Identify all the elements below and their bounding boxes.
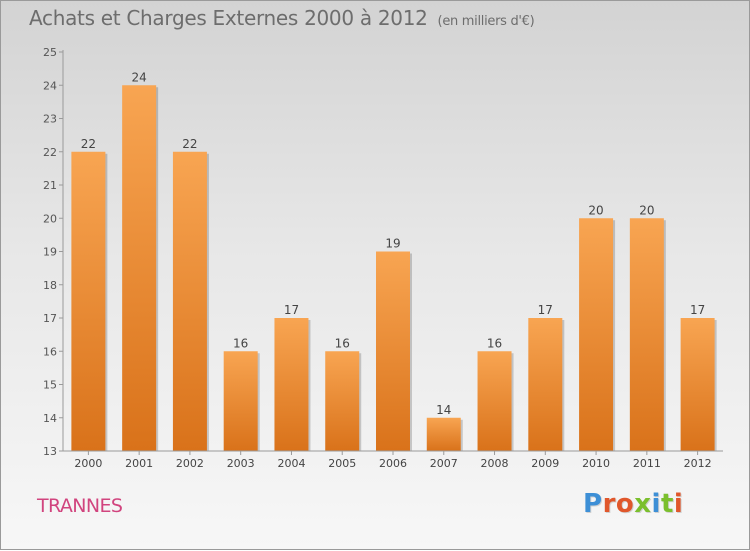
bar (477, 351, 512, 451)
bar (528, 318, 563, 451)
y-tick-label: 20 (43, 212, 57, 225)
y-tick-label: 15 (43, 379, 57, 392)
x-axis: 2000 2001 2002 2003 2004 2005 2006 2007 2008 2009… (63, 450, 723, 470)
bar (71, 151, 106, 451)
x-tick-label: 2001 (125, 457, 153, 470)
data-label: 17 (690, 303, 705, 317)
y-tick-label: 21 (43, 179, 57, 192)
bar (680, 318, 715, 451)
bars: 22 24 22 16 17 16 19 14 16 17 20 20 17 (71, 70, 717, 451)
y-tick-label: 19 (43, 246, 57, 259)
commune-name: TRANNES (37, 495, 123, 517)
bar (629, 218, 664, 451)
x-tick-label: 2004 (277, 457, 305, 470)
y-tick-label: 17 (43, 312, 57, 325)
logo-letter: i (651, 489, 661, 519)
data-label: 20 (588, 203, 603, 217)
logo-letter: i (673, 489, 684, 519)
bar (172, 151, 207, 451)
x-tick-label: 2010 (582, 457, 610, 470)
chart-title-text: Achats et Charges Externes 2000 à 2012 (29, 6, 428, 30)
y-tick-label: 14 (43, 412, 57, 425)
logo-letter: x (634, 489, 652, 519)
y-tick-label: 22 (43, 146, 57, 159)
x-tick-label: 2007 (430, 457, 458, 470)
bar (579, 218, 614, 451)
bar (274, 318, 309, 451)
data-label: 22 (182, 137, 197, 151)
x-tick-label: 2008 (481, 457, 509, 470)
data-label: 17 (284, 303, 299, 317)
proxiti-logo: Proxiti (583, 489, 683, 519)
data-label: 20 (639, 203, 654, 217)
bar (376, 251, 410, 451)
bar (122, 85, 157, 451)
data-label: 19 (385, 237, 400, 251)
x-tick-label: 2009 (531, 457, 559, 470)
chart-unit: (en milliers d'€) (437, 14, 535, 29)
x-tick-label: 2011 (633, 457, 661, 470)
y-axis: 13 14 15 16 17 18 19 20 21 22 23 24 25 (43, 46, 64, 458)
data-label: 14 (436, 403, 451, 417)
x-tick-label: 2002 (176, 457, 204, 470)
bar (426, 417, 461, 451)
y-tick-label: 16 (43, 345, 57, 358)
data-label: 24 (132, 70, 147, 84)
y-tick-label: 18 (43, 279, 57, 292)
x-tick-label: 2000 (74, 457, 102, 470)
y-tick-label: 25 (43, 46, 57, 59)
data-label: 22 (81, 137, 96, 151)
y-tick-label: 23 (43, 113, 57, 126)
data-label: 17 (538, 303, 553, 317)
logo-letter: P (583, 489, 603, 519)
y-tick-label: 24 (43, 79, 57, 92)
bar (325, 351, 360, 451)
data-label: 16 (487, 336, 502, 350)
data-label: 16 (233, 336, 248, 350)
data-label: 16 (335, 336, 350, 350)
x-tick-label: 2003 (227, 457, 255, 470)
logo-letter: o (615, 489, 635, 519)
logo-letter: r (602, 489, 616, 519)
bar (223, 351, 258, 451)
x-tick-label: 2012 (684, 457, 712, 470)
y-tick-label: 13 (43, 445, 57, 458)
logo-letter: t (660, 489, 674, 519)
x-tick-label: 2005 (328, 457, 356, 470)
chart-title: Achats et Charges Externes 2000 à 2012 (e… (29, 6, 535, 30)
x-tick-label: 2006 (379, 457, 407, 470)
